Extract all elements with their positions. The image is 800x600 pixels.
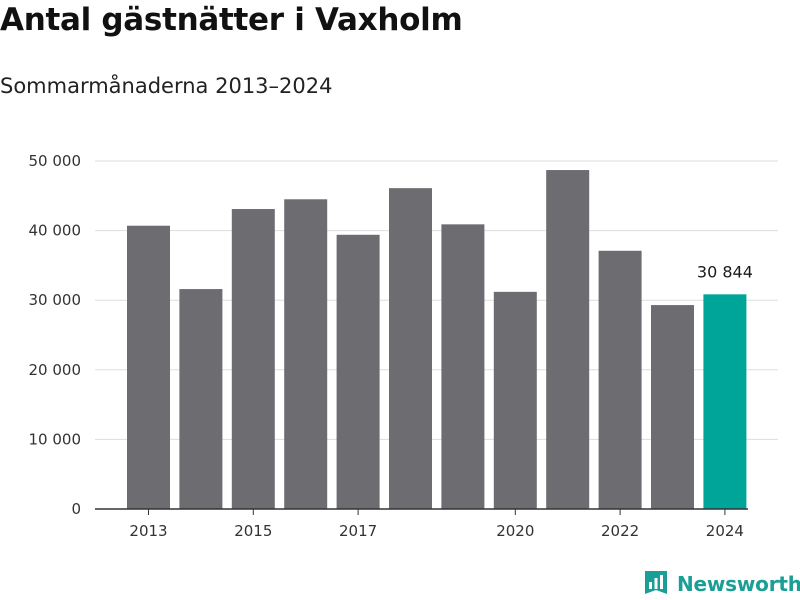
data-labels: 30 844 [697, 262, 753, 281]
x-tick-label: 2015 [234, 522, 272, 540]
logo-text: Newsworthy [677, 572, 800, 596]
newsworthy-logo: Newsworthy [644, 569, 800, 599]
bar-2019 [441, 224, 485, 509]
y-tick-label: 50 000 [29, 152, 82, 170]
bar-2022 [598, 250, 642, 509]
chart-subtitle: Sommarmånaderna 2013–2024 [0, 74, 333, 98]
x-tick-label: 2013 [129, 522, 167, 540]
bar-2014 [179, 289, 223, 509]
bar-2015 [231, 209, 275, 510]
y-axis-tick-labels: 0 10 000 20 000 30 000 40 000 50 000 [29, 152, 82, 518]
x-tick-label: 2020 [496, 522, 534, 540]
bar-chart: 0 10 000 20 000 30 000 40 000 50 000 2013 2015… [29, 152, 778, 540]
bar-2018 [389, 188, 432, 510]
y-tick-label: 0 [71, 500, 81, 518]
bar-chart-flag-icon [645, 571, 667, 594]
x-tick-label: 2022 [601, 522, 639, 540]
x-tick-label: 2024 [706, 522, 744, 540]
bar-2016 [284, 199, 328, 509]
x-tick-label: 2017 [339, 522, 377, 540]
y-tick-label: 20 000 [29, 361, 82, 379]
data-label: 30 844 [697, 262, 753, 281]
bar-2013 [127, 225, 170, 509]
x-axis-tick-labels: 2013 2015 2017 2020 2022 2024 [129, 509, 744, 540]
y-tick-label: 10 000 [29, 430, 82, 448]
bar-2020 [493, 291, 537, 509]
y-tick-label: 40 000 [29, 222, 82, 240]
bar-2023 [651, 305, 694, 509]
bar-2024 [703, 294, 747, 509]
y-tick-label: 30 000 [29, 291, 82, 309]
bar-2021 [546, 170, 590, 509]
bars [127, 170, 747, 510]
chart-title: Antal gästnätter i Vaxholm [0, 2, 463, 38]
bar-2017 [336, 234, 380, 509]
